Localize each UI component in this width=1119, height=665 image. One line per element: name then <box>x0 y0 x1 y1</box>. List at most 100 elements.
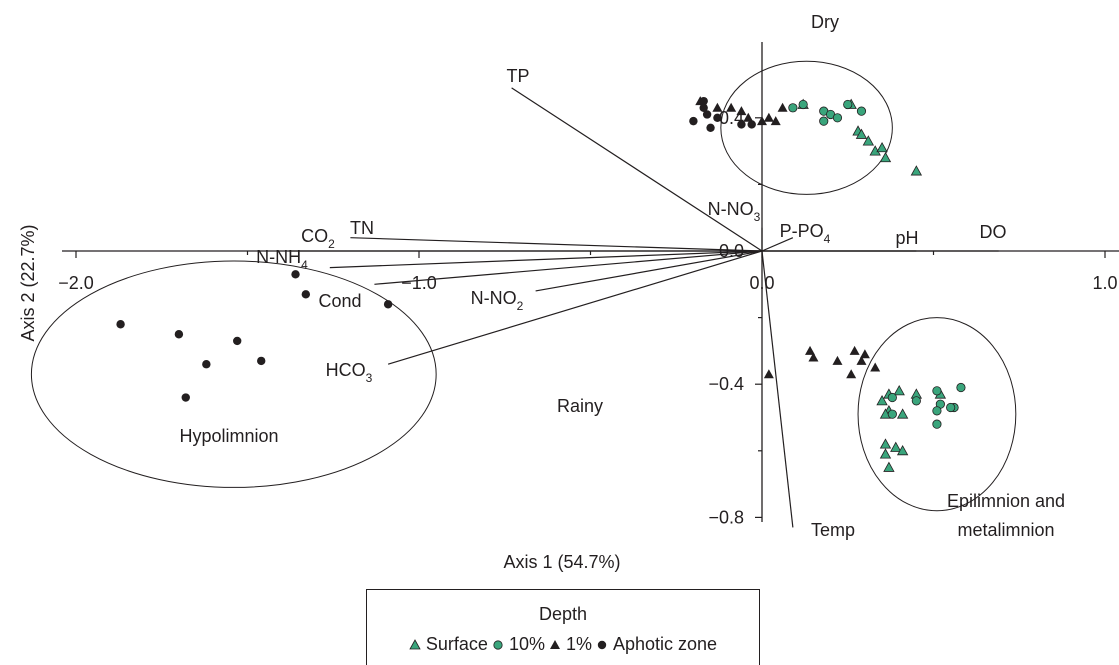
point-surface <box>879 438 892 449</box>
point-10 <box>887 392 897 403</box>
group-ellipses <box>30 60 1017 512</box>
vector-label-ph: pH <box>895 228 918 248</box>
point-aphotic-zone <box>713 113 722 123</box>
annotation-metalimnion: metalimnion <box>957 520 1054 540</box>
point-1 <box>808 352 819 362</box>
point-1 <box>770 116 781 126</box>
vector-label-do: DO <box>980 222 1007 242</box>
legend-title: Depth <box>538 604 588 624</box>
point-1 <box>832 355 843 365</box>
point-surface <box>896 444 909 456</box>
legend-item-aphotic-zone: Aphotic zone <box>596 634 717 655</box>
point-10 <box>946 402 956 413</box>
x-tick-label: 0.0 <box>749 273 774 293</box>
point-surface <box>879 448 892 459</box>
vector-n-nh4 <box>329 250 763 269</box>
x-axis-label: Axis 1 (54.7%) <box>503 552 620 572</box>
legend-items: Surface 10% 1% Aphotic zone <box>367 634 759 655</box>
vector-label-n-no2: N-NO2 <box>471 288 524 313</box>
legend-label: 10% <box>508 634 545 654</box>
legend-label: 1% <box>565 634 592 654</box>
vector-tp <box>511 87 763 252</box>
legend: Depth Surface 10% 1% Aphotic zone <box>366 589 760 665</box>
point-aphotic-zone <box>699 96 708 106</box>
triangle-marker-icon <box>409 639 421 650</box>
point-aphotic-zone <box>702 110 712 119</box>
legend-label: Aphotic zone <box>613 634 718 654</box>
x-tick-label: −2.0 <box>58 273 94 293</box>
circle-marker-icon <box>597 641 607 650</box>
point-aphotic-zone <box>699 103 708 113</box>
series-surface <box>797 98 947 472</box>
point-1 <box>856 355 867 365</box>
point-surface <box>893 385 905 396</box>
point-10 <box>932 406 942 416</box>
legend-item-10: 10% <box>492 634 545 655</box>
point-aphotic-zone <box>706 123 715 132</box>
annotation-rainy: Rainy <box>557 396 603 416</box>
point-surface <box>876 395 888 406</box>
vector-label-tp: TP <box>506 66 529 86</box>
point-aphotic-zone <box>202 360 211 369</box>
y-axis-label: Axis 2 (22.7%) <box>18 224 38 341</box>
point-1 <box>763 369 774 379</box>
y-tick-label: −0.4 <box>708 374 744 394</box>
point-surface <box>879 151 892 163</box>
point-1 <box>743 112 754 122</box>
vector-label-hco3: HCO3 <box>326 360 373 385</box>
legend-label: Surface <box>425 634 488 654</box>
point-aphotic-zone <box>291 270 300 279</box>
point-aphotic-zone <box>689 116 698 126</box>
point-surface <box>896 408 909 419</box>
x-tick-label: 1.0 <box>1092 273 1117 293</box>
point-1 <box>805 345 816 355</box>
point-1 <box>777 102 788 112</box>
axes: −2.0 −1.0 0.0 1.00.40.0−0.4−0.8 <box>58 42 1119 527</box>
vector-label-co2: CO2 <box>301 226 335 251</box>
point-1 <box>736 106 747 116</box>
triangle-marker-icon <box>549 640 560 650</box>
point-aphotic-zone <box>737 120 746 129</box>
ellipse-hypolimnion <box>30 260 437 488</box>
point-10 <box>911 396 921 406</box>
point-10 <box>798 99 808 110</box>
point-1 <box>870 362 881 372</box>
point-surface <box>883 461 895 472</box>
point-1 <box>726 102 737 112</box>
point-surface <box>862 135 875 146</box>
y-tick-label: −0.8 <box>708 507 744 527</box>
point-1 <box>712 102 723 112</box>
annotation-epilimnion: Epilimnion and <box>947 491 1065 511</box>
series-aphotic-zone <box>116 96 756 402</box>
ellipse-epilimnion-and-metalimnion <box>857 317 1017 512</box>
vector-n-no2 <box>535 250 763 292</box>
point-10 <box>843 99 853 110</box>
circle-marker-icon <box>493 640 503 650</box>
point-10 <box>832 113 843 123</box>
vector-temp <box>761 250 794 528</box>
vector-tn <box>350 237 763 252</box>
chart-labels: Axis 1 (54.7%) Axis 2 (22.7%) Dry Rainy … <box>18 12 1065 572</box>
point-aphotic-zone <box>174 330 184 339</box>
sample-points <box>116 96 966 472</box>
point-1 <box>757 116 767 126</box>
vector-label-n-nh4: N-NH4 <box>256 247 308 272</box>
ellipse-dry <box>720 60 893 195</box>
legend-item-1: 1% <box>549 634 592 655</box>
point-1 <box>763 112 774 122</box>
vector-p-po4 <box>761 237 794 252</box>
point-surface <box>855 128 868 139</box>
point-1 <box>846 369 857 379</box>
annotation-dry: Dry <box>811 12 839 32</box>
point-10 <box>819 116 829 126</box>
point-aphotic-zone <box>233 336 242 346</box>
legend-item-surface: Surface <box>409 634 488 655</box>
x-tick-label: −1.0 <box>401 273 437 293</box>
point-1 <box>859 349 870 359</box>
point-surface <box>876 141 888 153</box>
point-10 <box>932 419 942 429</box>
point-10 <box>887 409 897 419</box>
series-10 <box>788 99 966 429</box>
point-aphotic-zone <box>181 393 190 402</box>
point-aphotic-zone <box>301 290 311 299</box>
